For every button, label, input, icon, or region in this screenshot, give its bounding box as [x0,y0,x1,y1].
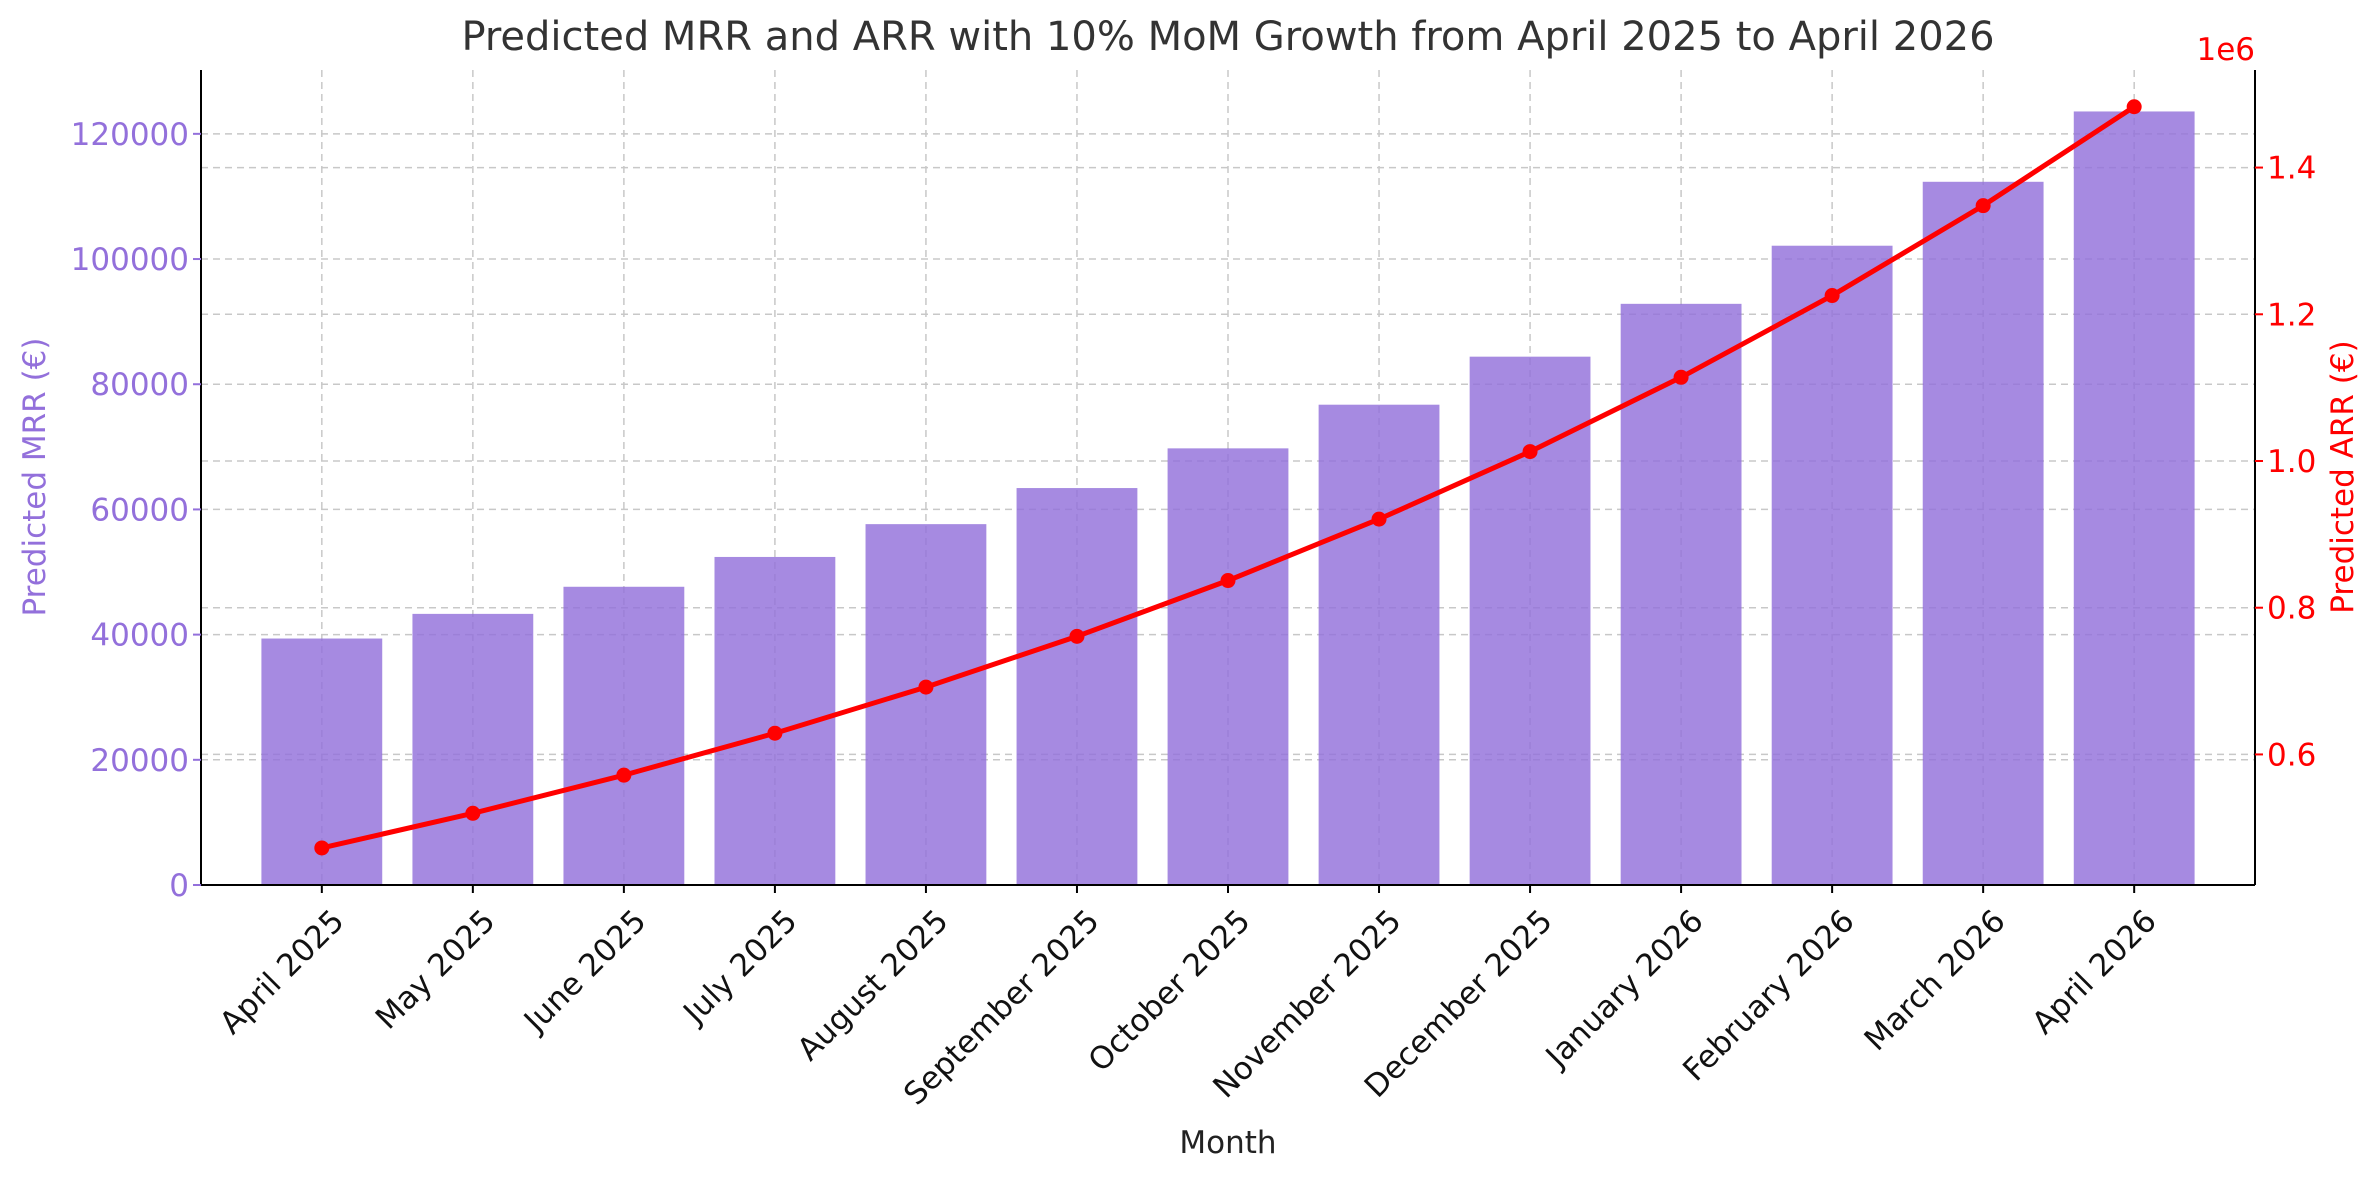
mrr-bar [2073,111,2195,885]
mrr-bars [261,111,2195,886]
left-axis-label: Predicted MRR (€) [17,338,53,617]
left-axis-ticks: 0 20000 40000 60000 80000 100000 120000 [71,117,201,904]
right-tick-label: 0.6 [2267,737,2316,773]
mrr-bar [1469,356,1591,885]
arr-point [1220,573,1236,589]
arr-point [767,725,783,741]
arr-point [1371,511,1387,527]
arr-point [1975,198,1991,214]
mrr-bar [865,524,987,885]
left-tick-label: 20000 [90,743,189,779]
arr-line [314,99,2142,856]
left-tick-label: 40000 [90,618,189,654]
right-tick-label: 0.8 [2267,591,2316,627]
left-tick-label: 100000 [71,242,189,278]
arr-point [1673,369,1689,385]
left-tick-label: 0 [169,868,189,904]
left-tick-label: 80000 [90,367,189,403]
right-axis-label: Predicted ARR (€) [2325,340,2361,613]
arr-point [918,679,934,695]
right-tick-label: 1.0 [2267,444,2316,480]
mrr-bar [563,586,685,885]
left-tick-label: 120000 [71,117,189,153]
mrr-bar [1620,303,1742,886]
arr-point [465,805,481,821]
arr-point [314,840,330,856]
left-tick-label: 60000 [90,492,189,528]
chart-title: Predicted MRR and ARR with 10% MoM Growt… [461,14,1994,60]
mrr-bar [1318,404,1440,885]
mrr-bar [412,613,534,885]
arr-point [2126,99,2142,115]
x-axis-label: Month [1179,1125,1276,1161]
right-tick-label: 1.2 [2267,297,2316,333]
mrr-bar [1922,181,2044,886]
arr-point [616,767,632,783]
right-axis-offset-text: 1e6 [2196,32,2255,68]
right-axis-ticks: 0.6 0.8 1.0 1.2 1.4 [2255,151,2316,773]
mrr-bar [1771,245,1893,885]
mrr-bar [1167,448,1289,885]
arr-point [1522,444,1538,460]
arr-point [1824,288,1840,304]
mrr-bar [1016,488,1138,885]
arr-point [1069,628,1085,644]
right-tick-label: 1.4 [2267,151,2316,187]
